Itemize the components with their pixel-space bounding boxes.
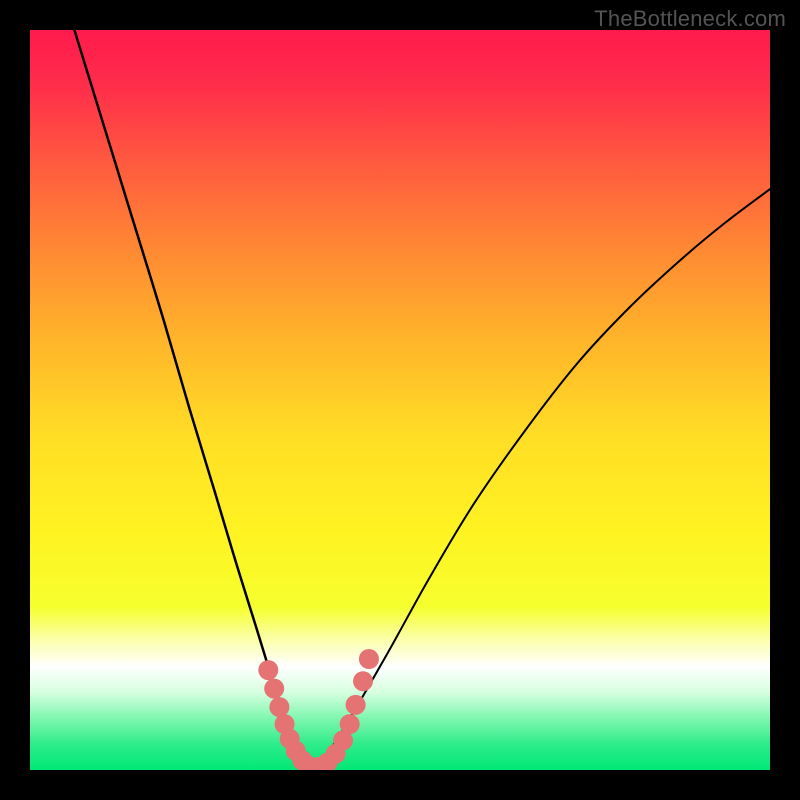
watermark-text: TheBottleneck.com: [594, 6, 786, 32]
marker-point: [359, 649, 379, 669]
plot-background: [30, 30, 770, 770]
chart-frame: TheBottleneck.com: [0, 0, 800, 800]
marker-point: [353, 671, 373, 691]
plot-area: [30, 30, 770, 770]
marker-point: [269, 697, 289, 717]
marker-point: [264, 679, 284, 699]
chart-svg: [30, 30, 770, 770]
marker-point: [346, 695, 366, 715]
marker-point: [340, 714, 360, 734]
marker-point: [258, 660, 278, 680]
